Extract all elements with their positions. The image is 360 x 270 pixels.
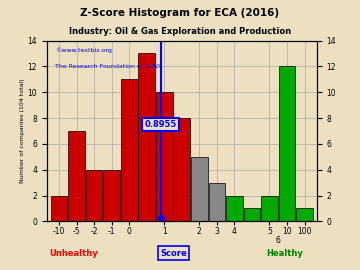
Text: 0.8955: 0.8955 xyxy=(144,120,177,129)
Bar xyxy=(86,170,103,221)
Bar xyxy=(138,53,155,221)
Text: ©www.textbiz.org: ©www.textbiz.org xyxy=(55,48,112,53)
Text: Healthy: Healthy xyxy=(266,248,303,258)
Text: Unhealthy: Unhealthy xyxy=(49,248,98,258)
Bar xyxy=(261,195,278,221)
Bar xyxy=(244,208,260,221)
Bar xyxy=(174,118,190,221)
Text: The Research Foundation of SUNY: The Research Foundation of SUNY xyxy=(55,64,162,69)
Bar xyxy=(279,66,295,221)
Bar xyxy=(226,195,243,221)
Bar xyxy=(51,195,67,221)
Bar xyxy=(208,183,225,221)
Text: 6: 6 xyxy=(276,236,281,245)
Text: Z-Score Histogram for ECA (2016): Z-Score Histogram for ECA (2016) xyxy=(80,8,280,18)
Text: Score: Score xyxy=(160,248,187,258)
Y-axis label: Number of companies (104 total): Number of companies (104 total) xyxy=(20,79,25,183)
Bar xyxy=(156,92,172,221)
Bar xyxy=(296,208,313,221)
Bar xyxy=(191,157,208,221)
Text: Industry: Oil & Gas Exploration and Production: Industry: Oil & Gas Exploration and Prod… xyxy=(69,27,291,36)
Bar xyxy=(121,79,138,221)
Bar xyxy=(103,170,120,221)
Bar xyxy=(68,131,85,221)
